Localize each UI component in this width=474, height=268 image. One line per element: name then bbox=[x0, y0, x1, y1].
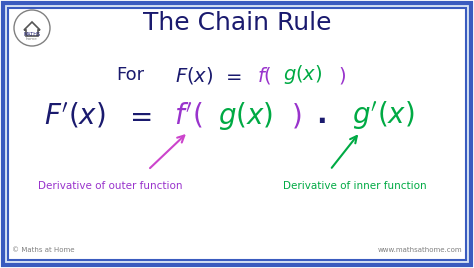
Circle shape bbox=[14, 10, 50, 46]
Text: Derivative of inner function: Derivative of inner function bbox=[283, 181, 427, 191]
Text: $\boldsymbol{\cdot}$: $\boldsymbol{\cdot}$ bbox=[316, 106, 326, 134]
Text: $f($: $f($ bbox=[256, 65, 272, 85]
FancyBboxPatch shape bbox=[3, 3, 471, 265]
Text: For: For bbox=[116, 66, 144, 84]
Text: $F'(x)$: $F'(x)$ bbox=[44, 101, 106, 131]
FancyBboxPatch shape bbox=[8, 8, 466, 260]
Text: $g(x)$: $g(x)$ bbox=[283, 64, 323, 87]
Text: home: home bbox=[26, 37, 38, 41]
Text: MATHS: MATHS bbox=[23, 32, 41, 38]
Text: $f'($: $f'($ bbox=[173, 101, 202, 131]
Text: $)$: $)$ bbox=[338, 65, 346, 85]
Text: $)$: $)$ bbox=[291, 102, 301, 131]
Text: © Maths at Home: © Maths at Home bbox=[12, 247, 74, 253]
Text: www.mathsathome.com: www.mathsathome.com bbox=[377, 247, 462, 253]
Text: $=$: $=$ bbox=[222, 65, 242, 84]
Text: Derivative of outer function: Derivative of outer function bbox=[38, 181, 182, 191]
Text: $g'(x)$: $g'(x)$ bbox=[352, 100, 414, 132]
Text: The Chain Rule: The Chain Rule bbox=[143, 11, 331, 35]
Text: $=$: $=$ bbox=[124, 102, 152, 130]
Text: $F(x)$: $F(x)$ bbox=[175, 65, 213, 85]
Text: $g(x)$: $g(x)$ bbox=[219, 100, 273, 132]
